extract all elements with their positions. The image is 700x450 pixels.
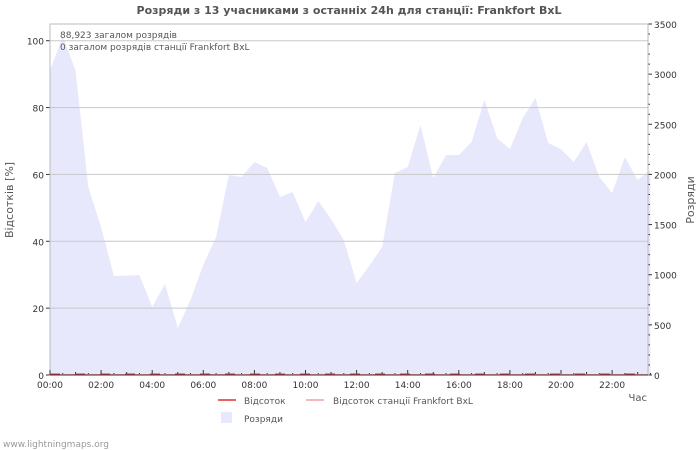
right-tick-label: 2500 [654,121,677,131]
right-tick-label: 1000 [654,272,677,282]
legend-label-percent: Відсоток [244,397,286,407]
x-axis-label: Час [629,393,647,404]
x-tick-label: 10:00 [293,381,319,391]
x-tick-label: 06:00 [190,381,216,391]
plot-area: 0204060801000500100015002000250030003500… [27,21,677,391]
x-tick-label: 14:00 [395,381,421,391]
legend-swatch-strokes [221,412,232,423]
watermark: www.lightningmaps.org [3,440,109,450]
x-tick-label: 00:00 [37,381,63,391]
legend: Відсоток Відсоток станції Frankfort BxL … [218,397,473,425]
x-tick-label: 12:00 [344,381,370,391]
left-tick-label: 20 [33,305,45,315]
x-tick-label: 22:00 [599,381,625,391]
annotation-station: 0 загалом розрядів станції Frankfort BxL [60,43,250,53]
right-tick-label: 3000 [654,71,677,81]
x-tick-label: 16:00 [446,381,472,391]
annotation-total: 88,923 загалом розрядів [60,31,177,41]
left-tick-label: 0 [38,372,44,382]
x-tick-label: 04:00 [139,381,165,391]
right-tick-label: 2000 [654,171,677,181]
left-tick-label: 80 [33,105,45,115]
left-tick-label: 100 [27,38,44,48]
x-tick-label: 02:00 [88,381,114,391]
strokes-area [50,36,651,375]
x-tick-label: 08:00 [241,381,267,391]
right-tick-label: 500 [654,322,671,332]
right-tick-label: 1500 [654,222,677,232]
left-tick-label: 40 [33,238,45,248]
right-tick-label: 3500 [654,21,677,31]
left-tick-label: 60 [33,171,45,181]
legend-label-strokes: Розряди [244,415,283,425]
x-tick-label: 20:00 [548,381,574,391]
legend-label-station-percent: Відсоток станції Frankfort BxL [333,397,473,407]
y-axis-right-label: Розряди [684,176,697,224]
chart-title: Розряди з 13 учасниками з останніх 24h д… [137,4,562,17]
x-tick-label: 18:00 [497,381,523,391]
right-tick-label: 0 [654,372,660,382]
y-axis-left-label: Відсотків [%] [3,162,16,238]
